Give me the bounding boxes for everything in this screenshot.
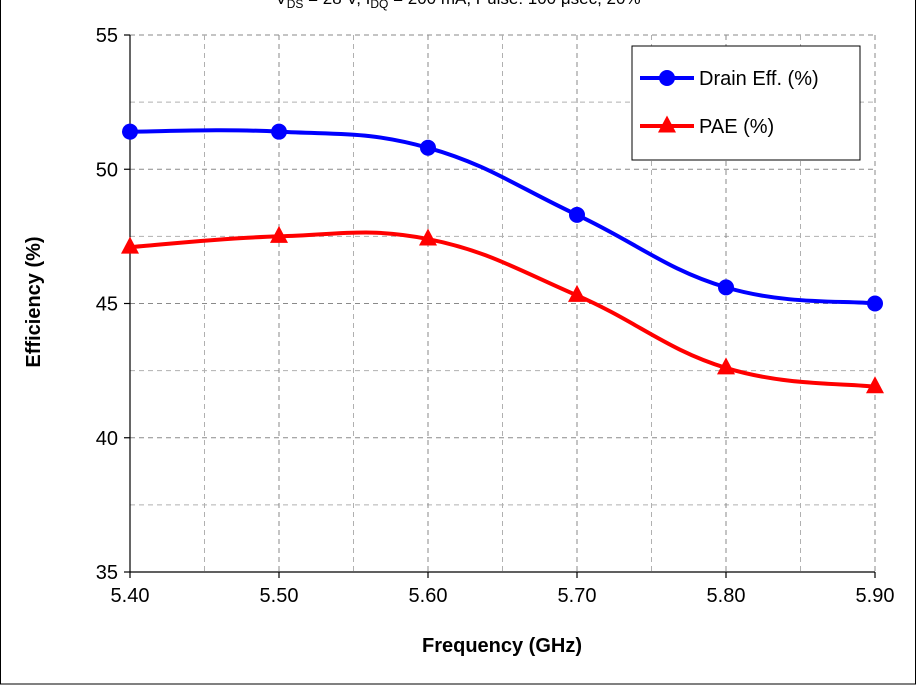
legend-item: Drain Eff. (%) (640, 68, 819, 90)
test-conditions: VDS = 28 V, IDQ = 200 mA, Pulse: 100 μse… (275, 0, 640, 11)
data-point-circle (867, 295, 883, 312)
series-pae (121, 225, 884, 394)
tick-labels: 35 40 45 50 55 5.40 5.50 5.60 5.70 5.80 5.90 (96, 25, 895, 607)
data-point-circle (420, 139, 436, 156)
y-axis-title: Efficiency (%) (23, 236, 45, 367)
series (121, 123, 884, 394)
x-axis-title: Frequency (GHz) (422, 635, 582, 657)
y-tick-label: 35 (96, 562, 118, 584)
legend: Drain Eff. (%) PAE (%) (631, 45, 861, 161)
legend-marker (659, 70, 675, 86)
data-point-triangle (866, 376, 884, 394)
x-tick-label: 5.60 (409, 585, 448, 607)
x-tick-label: 5.90 (856, 585, 895, 607)
x-tick-label: 5.50 (260, 585, 299, 607)
y-tick-label: 55 (96, 25, 118, 47)
data-point-triangle (121, 236, 139, 254)
legend-marker (658, 115, 676, 133)
data-point-triangle (717, 357, 735, 375)
legend-box (631, 45, 861, 161)
series-line (129, 230, 876, 389)
x-tick-label: 5.40 (111, 585, 150, 607)
data-point-circle (718, 279, 734, 296)
grid (130, 34, 876, 572)
series-line (129, 128, 876, 306)
data-point-triangle (419, 228, 437, 246)
data-point-circle (271, 123, 287, 140)
x-tick-label: 5.70 (558, 585, 597, 607)
legend-label: PAE (%) (699, 116, 774, 138)
y-tick-label: 50 (96, 159, 118, 181)
data-point-circle (122, 123, 138, 140)
legend-label: Drain Eff. (%) (699, 68, 819, 90)
y-tick-label: 40 (96, 428, 118, 450)
x-tick-label: 5.80 (707, 585, 746, 607)
data-point-triangle (568, 284, 586, 302)
series-drain-efficiency (122, 123, 883, 312)
data-point-triangle (270, 225, 288, 243)
y-tick-label: 45 (96, 294, 118, 316)
data-point-circle (569, 206, 585, 223)
legend-item: PAE (%) (640, 115, 774, 138)
